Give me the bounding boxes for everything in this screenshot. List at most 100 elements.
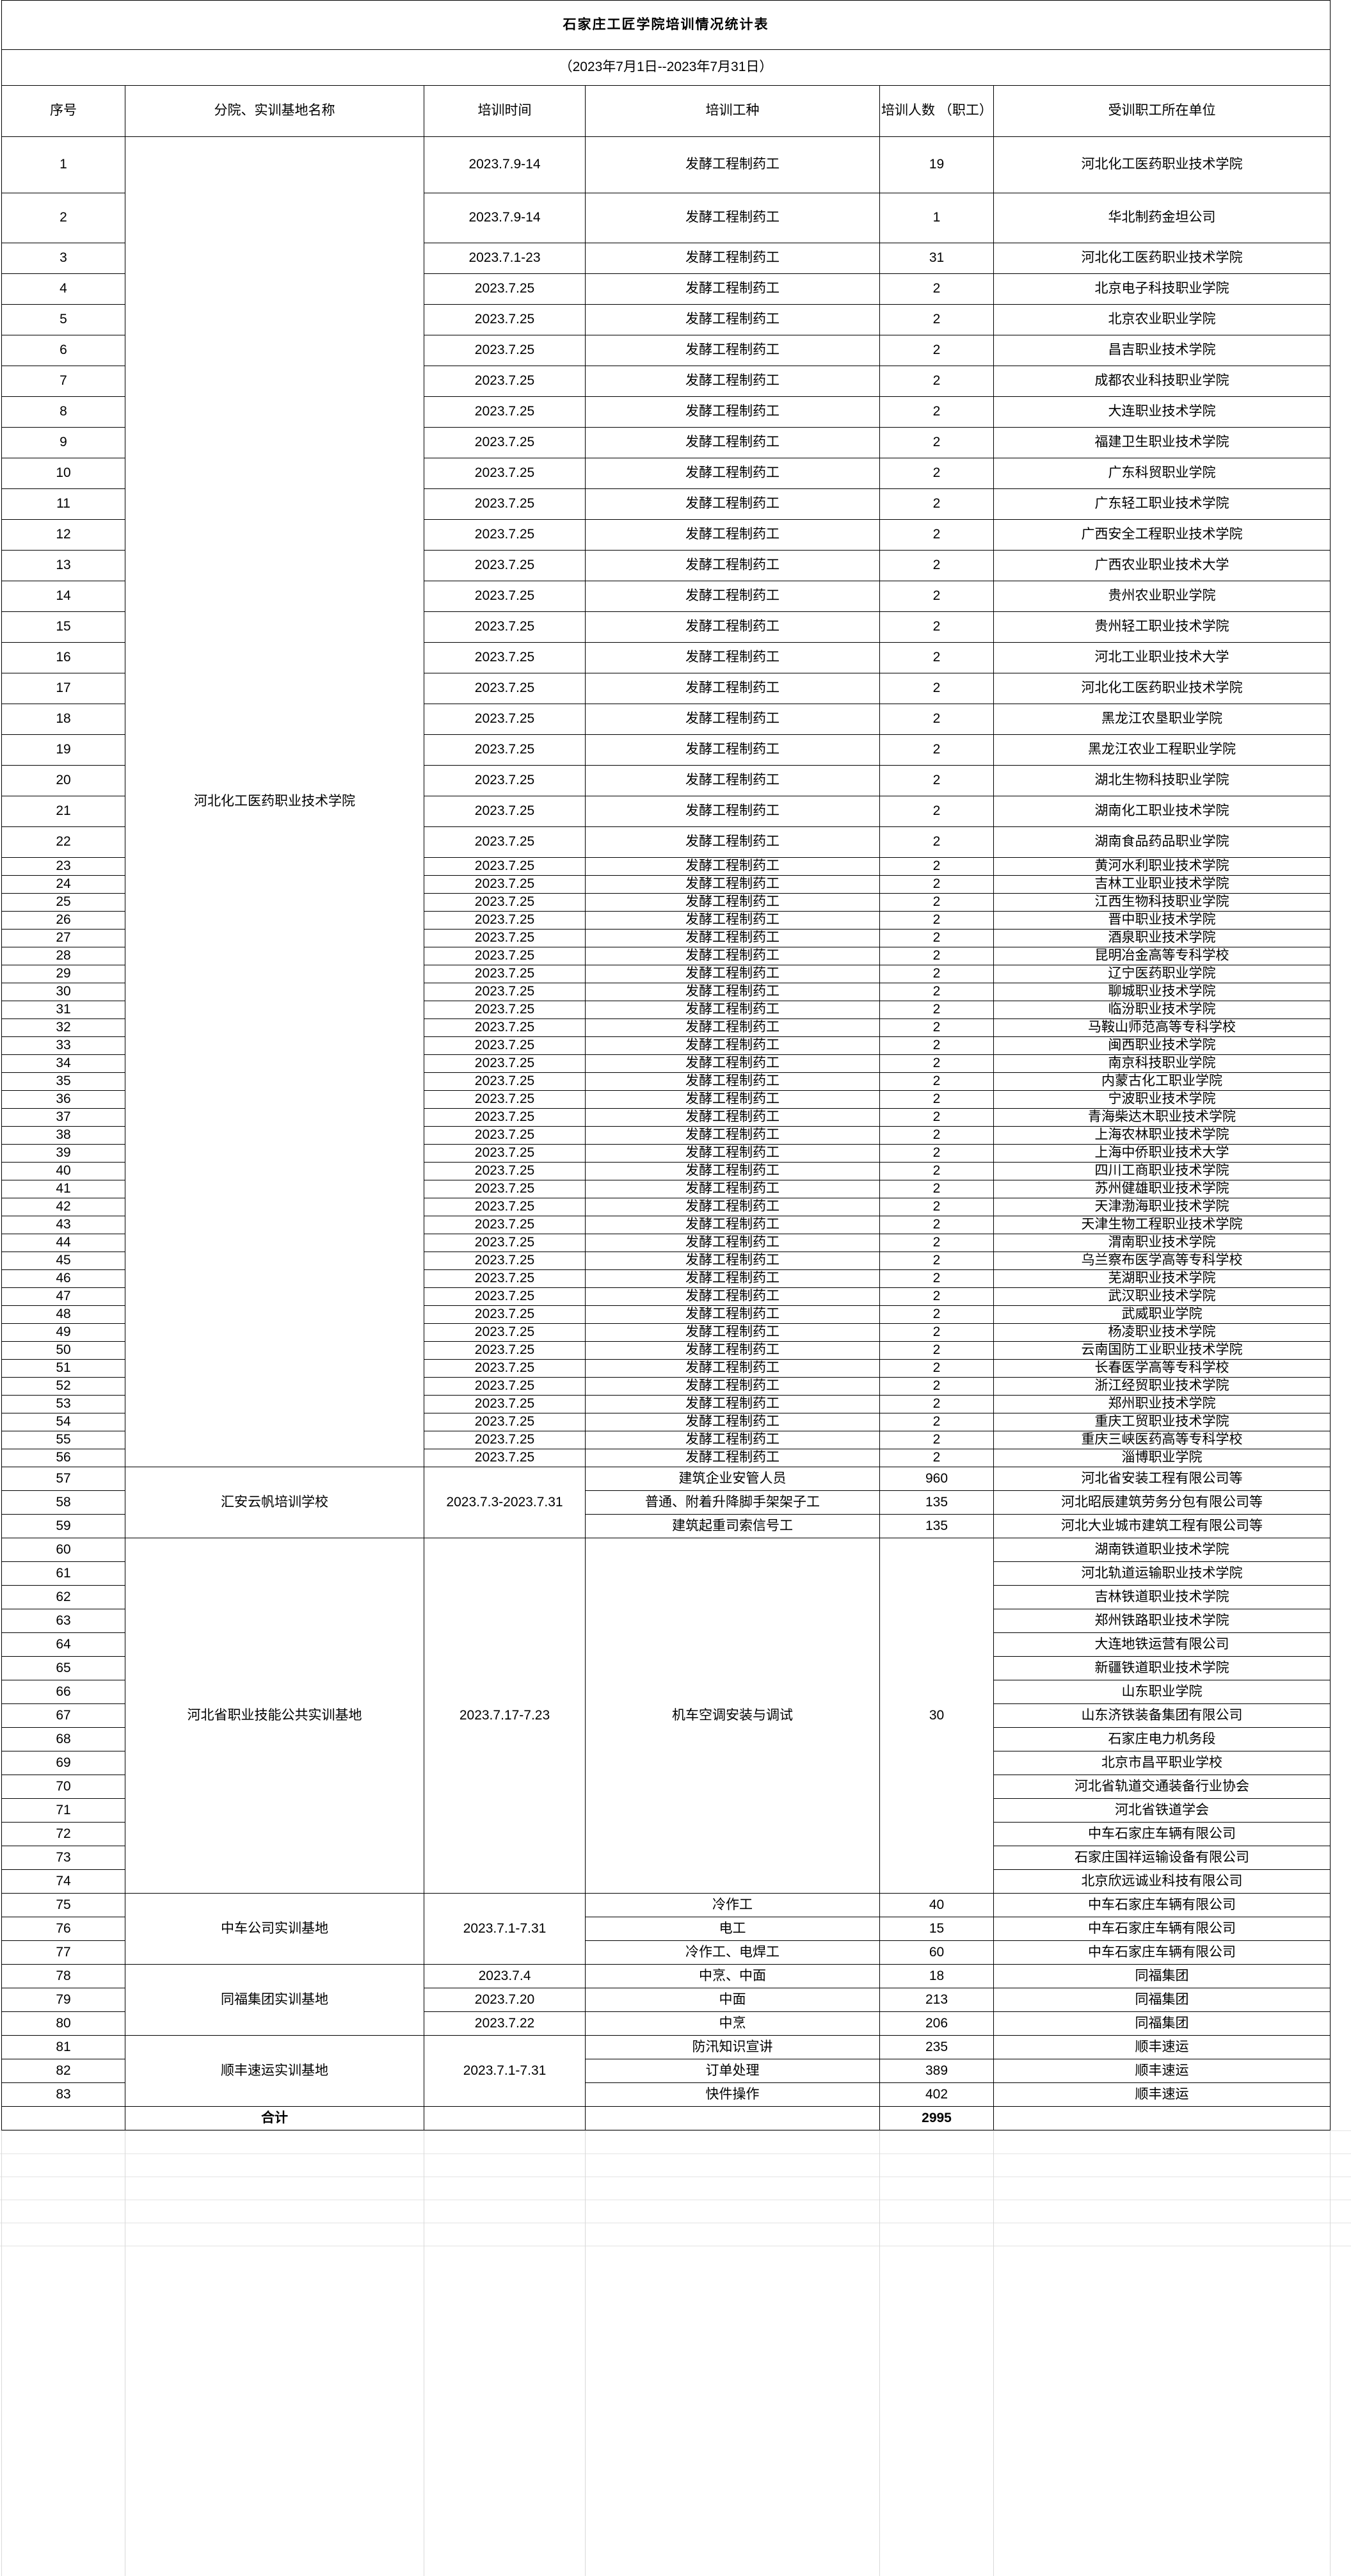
cell-count: 15 (879, 1917, 994, 1941)
table-row: 24 2023.7.25 发酵工程制药工 2 吉林工业职业技术学院 (1, 875, 1331, 894)
cell-seq: 8 (1, 396, 125, 428)
cell-type: 冷作工、电焊工 (585, 1940, 880, 1965)
cell-time: 2023.7.22 (424, 2011, 586, 2036)
cell-time: 2023.7.25 (424, 765, 586, 796)
training-statistics-table: 石家庄工匠学院培训情况统计表 （2023年7月1日--2023年7月31日） 序号分… (1, 0, 1331, 2130)
cell-count: 2 (879, 304, 994, 335)
cell-type: 发酵工程制药工 (585, 519, 880, 551)
cell-type: 建筑起重司索信号工 (585, 1514, 880, 1538)
cell-type: 发酵工程制药工 (585, 1072, 880, 1091)
cell-seq: 37 (1, 1108, 125, 1127)
cell-unit: 长春医学高等专科学校 (993, 1359, 1331, 1378)
cell-type: 发酵工程制药工 (585, 1359, 880, 1378)
cell-time: 2023.7.25 (424, 875, 586, 894)
cell-unit: 河北化工医药职业技术学院 (993, 243, 1331, 274)
cell-seq: 50 (1, 1341, 125, 1360)
cell-base-name: 河北化工医药职业技术学院 (125, 136, 424, 1467)
cell-unit: 河北省安装工程有限公司等 (993, 1467, 1331, 1491)
cell-count: 235 (879, 2035, 994, 2059)
cell-unit: 湖南食品药品职业学院 (993, 826, 1331, 858)
column-header-count: 培训人数 （职工） (879, 85, 994, 137)
cell-count: 2 (879, 1269, 994, 1288)
cell-unit: 河北省铁道学会 (993, 1798, 1331, 1823)
cell-time: 2023.7.25 (424, 1180, 586, 1198)
date-range: （2023年7月1日--2023年7月31日） (1, 49, 1331, 86)
cell-time: 2023.7.25 (424, 1054, 586, 1073)
cell-seq: 58 (1, 1490, 125, 1515)
cell-seq: 68 (1, 1727, 125, 1751)
table-row: 62 吉林铁道职业技术学院 (1, 1585, 1331, 1609)
cell-time: 2023.7.25 (424, 1090, 586, 1109)
total-seq-blank (1, 2106, 125, 2130)
cell-time: 2023.7.25 (424, 1072, 586, 1091)
cell-type: 发酵工程制药工 (585, 1252, 880, 1270)
cell-unit: 河北轨道运输职业技术学院 (993, 1561, 1331, 1586)
cell-time: 2023.7.25 (424, 965, 586, 983)
cell-unit: 广西安全工程职业技术学院 (993, 519, 1331, 551)
cell-time: 2023.7.25 (424, 1018, 586, 1037)
cell-time: 2023.7.9-14 (424, 193, 586, 243)
cell-time: 2023.7.25 (424, 304, 586, 335)
cell-base-name: 汇安云帆培训学校 (125, 1467, 424, 1538)
cell-count: 2 (879, 1108, 994, 1127)
cell-seq: 3 (1, 243, 125, 274)
cell-unit: 吉林铁道职业技术学院 (993, 1585, 1331, 1609)
column-header-time: 培训时间 (424, 85, 586, 137)
cell-unit: 黑龙江农垦职业学院 (993, 704, 1331, 735)
cell-count: 30 (879, 1538, 994, 1894)
cell-base-name: 河北省职业技能公共实训基地 (125, 1538, 424, 1894)
cell-count: 2 (879, 1359, 994, 1378)
cell-unit: 同福集团 (993, 1964, 1331, 1988)
cell-unit: 乌兰察布医学高等专科学校 (993, 1252, 1331, 1270)
cell-seq: 71 (1, 1798, 125, 1823)
cell-type: 发酵工程制药工 (585, 796, 880, 827)
cell-count: 31 (879, 243, 994, 274)
cell-time: 2023.7.25 (424, 1234, 586, 1252)
table-row: 70 河北省轨道交通装备行业协会 (1, 1775, 1331, 1799)
cell-time: 2023.7.25 (424, 1431, 586, 1449)
cell-unit: 中车石家庄车辆有限公司 (993, 1940, 1331, 1965)
cell-count: 2 (879, 581, 994, 612)
cell-count: 135 (879, 1490, 994, 1515)
total-unit-blank (993, 2106, 1331, 2130)
cell-count: 2 (879, 1395, 994, 1413)
table-row: 54 2023.7.25 发酵工程制药工 2 重庆工贸职业技术学院 (1, 1413, 1331, 1431)
cell-count: 2 (879, 857, 994, 876)
table-row: 61 河北轨道运输职业技术学院 (1, 1561, 1331, 1586)
cell-seq: 83 (1, 2082, 125, 2107)
cell-unit: 福建卫生职业技术学院 (993, 427, 1331, 458)
cell-count: 2 (879, 673, 994, 704)
cell-seq: 41 (1, 1180, 125, 1198)
cell-unit: 石家庄电力机务段 (993, 1727, 1331, 1751)
cell-count: 19 (879, 136, 994, 193)
cell-count: 18 (879, 1964, 994, 1988)
table-row: 3 2023.7.1-23 发酵工程制药工 31 河北化工医药职业技术学院 (1, 243, 1331, 274)
cell-unit: 北京电子科技职业学院 (993, 273, 1331, 305)
cell-seq: 17 (1, 673, 125, 704)
table-row: 79 2023.7.20 中面 213 同福集团 (1, 1988, 1331, 2012)
cell-count: 2 (879, 1449, 994, 1467)
cell-seq: 13 (1, 550, 125, 581)
cell-seq: 2 (1, 193, 125, 243)
cell-unit: 河北昭辰建筑劳务分包有限公司等 (993, 1490, 1331, 1515)
cell-seq: 73 (1, 1846, 125, 1870)
table-row: 12 2023.7.25 发酵工程制药工 2 广西安全工程职业技术学院 (1, 519, 1331, 551)
cell-unit: 北京欣远诚业科技有限公司 (993, 1869, 1331, 1894)
cell-unit: 武汉职业技术学院 (993, 1287, 1331, 1306)
cell-count: 2 (879, 642, 994, 673)
cell-unit: 黄河水利职业技术学院 (993, 857, 1331, 876)
cell-time: 2023.7.25 (424, 1162, 586, 1180)
cell-type: 发酵工程制药工 (585, 642, 880, 673)
cell-unit: 晋中职业技术学院 (993, 911, 1331, 930)
cell-unit: 山东济铁装备集团有限公司 (993, 1703, 1331, 1728)
table-row: 17 2023.7.25 发酵工程制药工 2 河北化工医药职业技术学院 (1, 673, 1331, 704)
cell-count: 2 (879, 488, 994, 520)
cell-type: 发酵工程制药工 (585, 826, 880, 858)
cell-count: 2 (879, 929, 994, 947)
cell-count: 2 (879, 734, 994, 766)
cell-type: 发酵工程制药工 (585, 929, 880, 947)
cell-type: 发酵工程制药工 (585, 193, 880, 243)
table-row: 40 2023.7.25 发酵工程制药工 2 四川工商职业技术学院 (1, 1162, 1331, 1180)
cell-count: 2 (879, 1144, 994, 1163)
cell-unit: 北京市昌平职业学校 (993, 1751, 1331, 1775)
